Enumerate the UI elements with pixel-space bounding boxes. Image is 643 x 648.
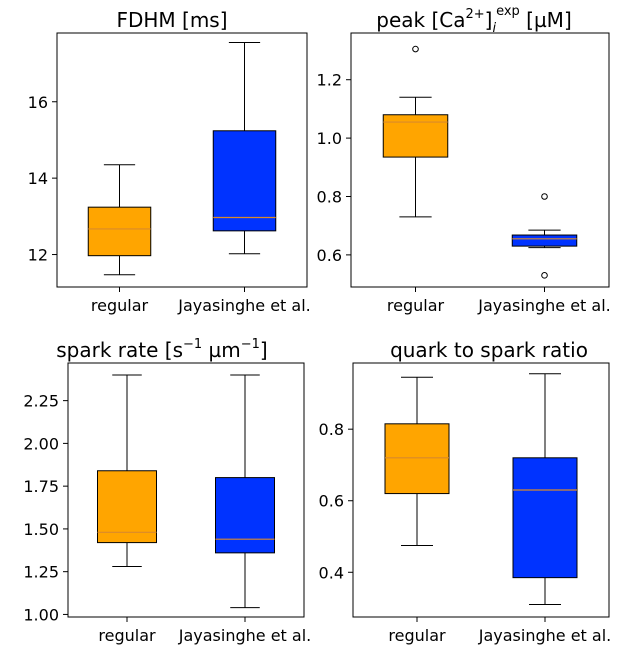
panel-2-title-sup1: 2+ xyxy=(465,7,484,22)
panel-3: 1.00 1.25 1.50 1.75 2.00 2.25 regular Jayasingh… xyxy=(23,362,311,645)
panel-3-title-mid: µm xyxy=(202,338,241,362)
panel-3-ytick-label-3: 1.50 xyxy=(23,520,59,539)
panel-2-xtick-label-2: Jayasinghe et al. xyxy=(477,296,610,315)
panel-1-title: FDHM [ms] xyxy=(116,8,227,32)
panel-1-frame xyxy=(56,32,308,288)
panel-3-title: spark rate [s−1 µm−1] xyxy=(56,337,267,362)
panel-2-box-2-flier-1 xyxy=(541,193,548,200)
panel-2-title-sub: i xyxy=(492,21,496,36)
panel-2-title-main: peak [Ca xyxy=(376,8,465,32)
panel-2-ytick-label-2: 0.8 xyxy=(317,187,342,206)
panel-2-xtick-label-1: regular xyxy=(387,296,445,315)
panel-4-ytick-label-1: 0.4 xyxy=(319,563,344,582)
panel-2-box-2-body xyxy=(511,234,578,247)
panel-2-box-1-body xyxy=(382,114,449,158)
panel-2-frame xyxy=(350,32,610,288)
panel-2-ytick-label-1: 0.6 xyxy=(317,246,342,265)
panel-2: 0.6 0.8 1.0 1.2 regular Jayasinghe et al. xyxy=(317,32,611,315)
panel-4: 0.4 0.6 0.8 regular Jayasinghe et al. xyxy=(319,362,611,645)
panel-3-ytick-label-4: 1.75 xyxy=(23,477,59,496)
panel-4-ytick-label-3: 0.8 xyxy=(319,420,344,439)
panel-3-title-sup2: −1 xyxy=(241,337,260,352)
panel-3-title-sup1: −1 xyxy=(183,337,202,352)
panel-2-ytick-label-3: 1.0 xyxy=(317,129,342,148)
panel-4-xtick-label-1: regular xyxy=(388,626,446,645)
panel-4-box-2-body xyxy=(512,457,578,579)
panel-2-title: peak [Ca2+]iexp [µM] xyxy=(376,4,572,36)
panel-1-ytick-label-1: 12 xyxy=(28,246,48,265)
panel-4-title: quark to spark ratio xyxy=(390,338,588,362)
panel-1-ytick-label-3: 16 xyxy=(28,93,48,112)
panel-3-title-end: ] xyxy=(260,338,268,362)
panel-2-title-sup2: exp xyxy=(496,4,520,19)
panel-1-xtick-label-1: regular xyxy=(91,296,149,315)
panel-3-box-1-body xyxy=(97,470,157,544)
panel-4-ytick-label-2: 0.6 xyxy=(319,492,344,511)
panel-1-box-2-body xyxy=(212,130,277,232)
panel-3-xtick-label-2: Jayasinghe et al. xyxy=(178,626,311,645)
panel-3-xtick-label-1: regular xyxy=(98,626,156,645)
panel-1-xtick-label-2: Jayasinghe et al. xyxy=(177,296,310,315)
panel-1-box-1-body xyxy=(87,206,152,257)
panel-3-ytick-label-6: 2.25 xyxy=(23,392,59,411)
panel-4-frame xyxy=(352,362,610,618)
panel-1-ytick-label-2: 14 xyxy=(28,169,48,188)
panel-3-title-main: spark rate [s xyxy=(56,338,183,362)
panel-3-box-2-body xyxy=(215,477,275,554)
panel-4-box-1-body xyxy=(384,423,450,495)
panel-2-ytick-label-4: 1.2 xyxy=(317,71,342,90)
panel-2-box-2-flier-2 xyxy=(541,272,548,279)
panel-3-frame xyxy=(67,362,305,618)
panel-2-title-mid: ] xyxy=(485,8,493,32)
panel-1: 12 14 16 regular Jayasinghe et al. xyxy=(28,32,311,315)
panel-2-box-1-flier-1 xyxy=(412,45,419,53)
panel-3-ytick-label-1: 1.00 xyxy=(23,605,59,624)
panel-2-title-end: [µM] xyxy=(520,8,572,32)
panel-3-ytick-label-2: 1.25 xyxy=(23,563,59,582)
panel-4-xtick-label-2: Jayasinghe et al. xyxy=(478,626,611,645)
panel-3-ytick-label-5: 2.00 xyxy=(23,434,59,453)
